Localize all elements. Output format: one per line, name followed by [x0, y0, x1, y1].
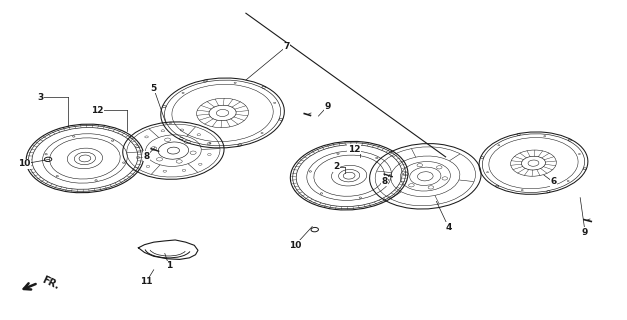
Text: 8: 8 — [143, 152, 149, 161]
Text: 12: 12 — [91, 106, 103, 115]
Text: FR.: FR. — [40, 275, 61, 291]
Text: 2: 2 — [333, 162, 339, 172]
Text: 3: 3 — [37, 93, 43, 102]
Text: 8: 8 — [381, 177, 387, 186]
Text: 10: 10 — [19, 159, 31, 168]
Text: 12: 12 — [348, 145, 361, 154]
Text: 1: 1 — [166, 261, 172, 270]
Text: 7: 7 — [283, 42, 290, 51]
Text: 6: 6 — [550, 178, 556, 187]
Text: 5: 5 — [150, 84, 157, 93]
Text: 9: 9 — [582, 228, 588, 236]
Text: 11: 11 — [140, 277, 152, 286]
Text: 10: 10 — [289, 241, 301, 250]
Text: 9: 9 — [324, 101, 331, 111]
Text: 4: 4 — [446, 223, 452, 232]
